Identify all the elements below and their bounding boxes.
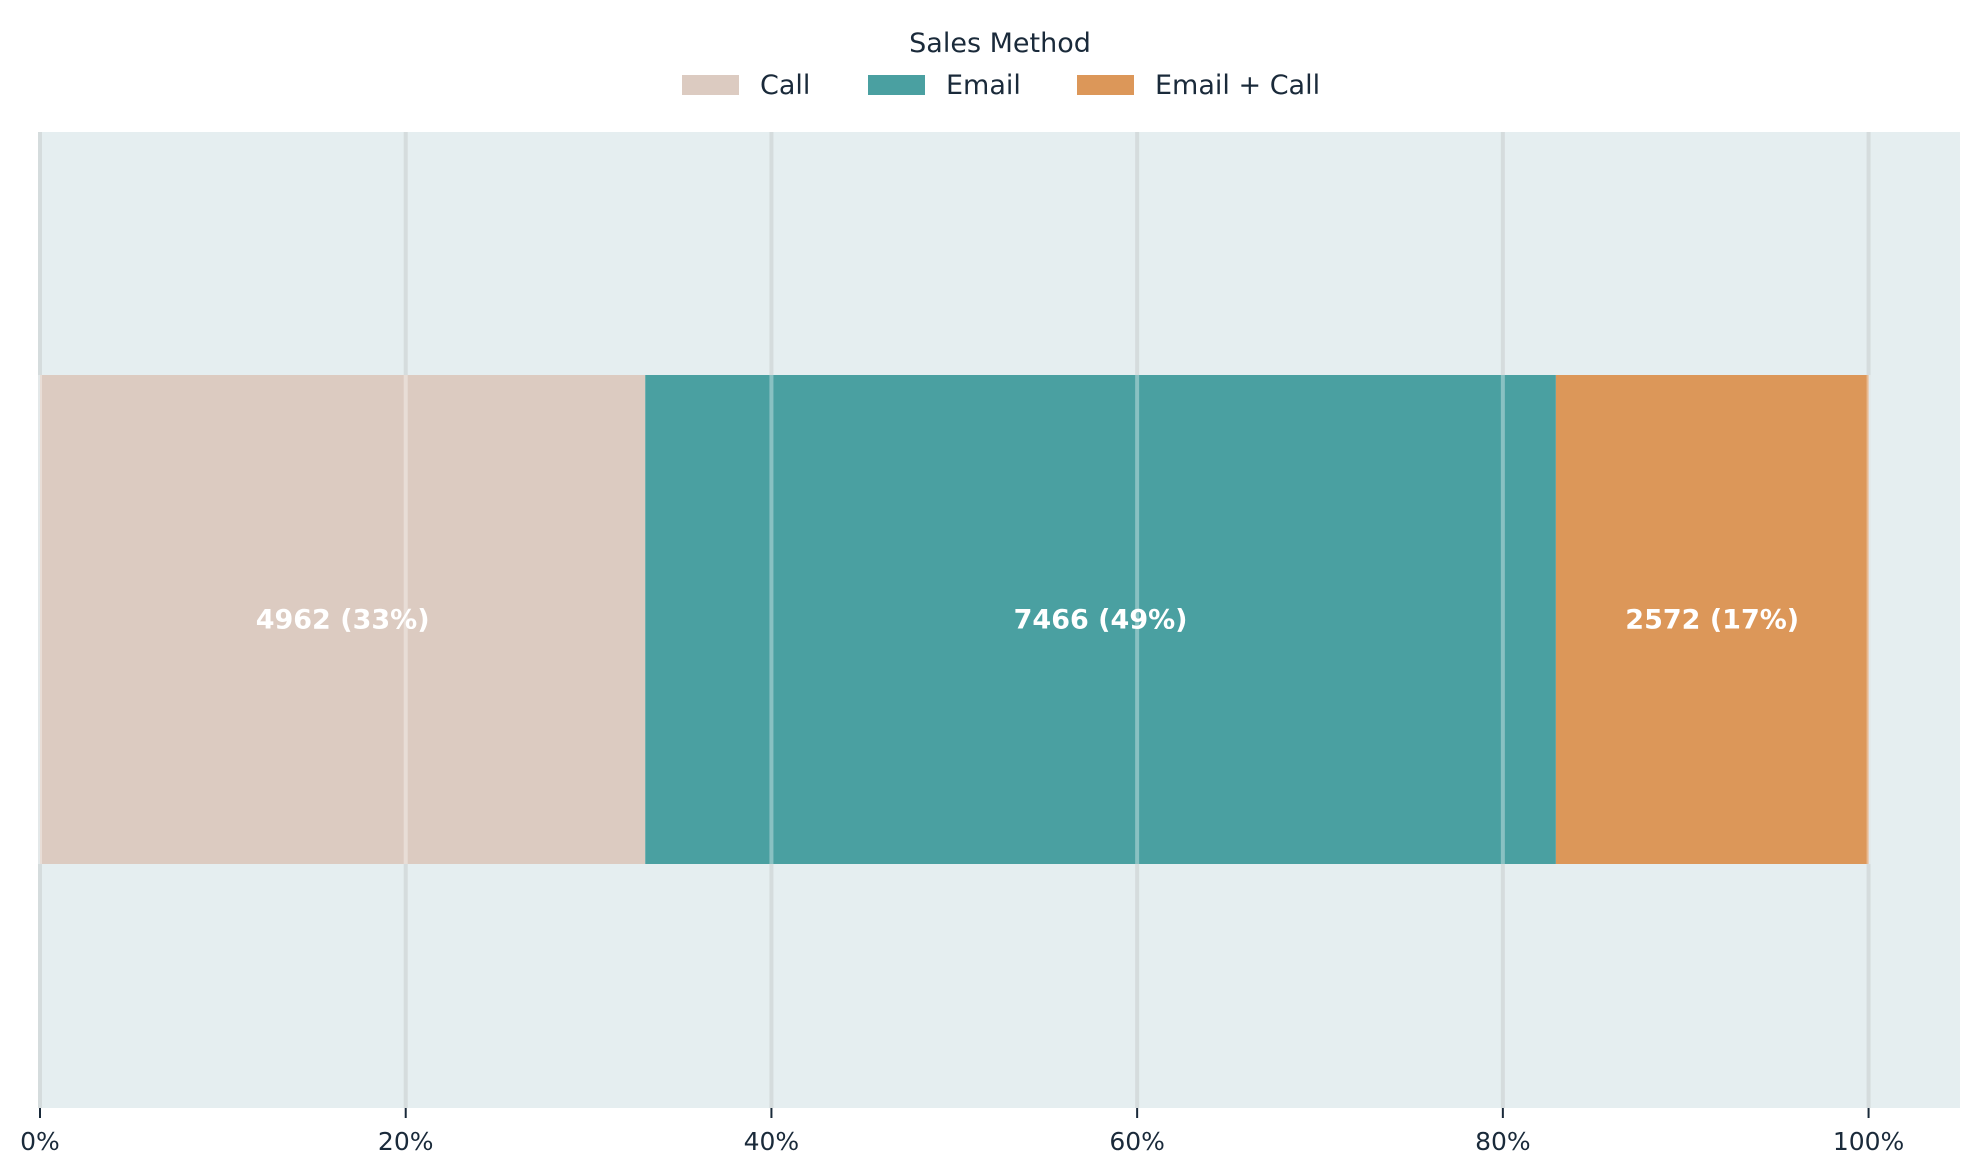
legend-title: Sales Method [909, 28, 1091, 59]
tick-label: 100% [1833, 1127, 1904, 1156]
tick-label: 60% [1109, 1127, 1165, 1156]
legend-label-call: Call [760, 70, 810, 101]
legend-swatch-email-call [1077, 75, 1134, 95]
bar-segment-call [40, 375, 646, 864]
data-label-email-call: 2572 (17%) [1625, 605, 1799, 636]
legend-label-email: Email [946, 70, 1021, 101]
bar-segment-email-call [1555, 375, 1869, 864]
bar-segments [40, 375, 1869, 864]
legend-swatch-email [868, 75, 925, 95]
tick-label: 20% [378, 1127, 434, 1156]
data-label-call: 4962 (33%) [256, 605, 430, 636]
x-axis-ticks: 0% 20% 40% 60% 80% 100% [20, 1108, 1904, 1156]
data-label-email: 7466 (49%) [1014, 605, 1188, 636]
tick-label: 80% [1475, 1127, 1531, 1156]
bar-segment-email [645, 375, 1556, 864]
tick-label: 40% [744, 1127, 800, 1156]
legend-label-email-call: Email + Call [1155, 70, 1320, 101]
legend-items: Call Email Email + Call [682, 70, 1320, 101]
grid-lines-overlay [38, 375, 1871, 864]
legend-swatch-call [682, 75, 739, 95]
tick-label: 0% [20, 1127, 60, 1156]
legend: Sales Method Call Email Email + Call [682, 28, 1320, 101]
data-labels: 4962 (33%) 7466 (49%) 2572 (17%) [256, 605, 1799, 636]
